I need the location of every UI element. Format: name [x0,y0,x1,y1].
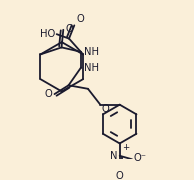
Text: NH: NH [84,47,99,57]
Text: O: O [45,89,53,99]
Text: HO: HO [40,29,55,39]
Text: O: O [66,24,74,34]
Text: +: + [122,143,130,152]
Text: O: O [77,14,85,24]
Text: O: O [116,171,124,180]
Text: NH: NH [84,63,99,73]
Text: O⁻: O⁻ [134,153,147,163]
Text: O: O [101,104,109,114]
Text: N: N [110,151,118,161]
